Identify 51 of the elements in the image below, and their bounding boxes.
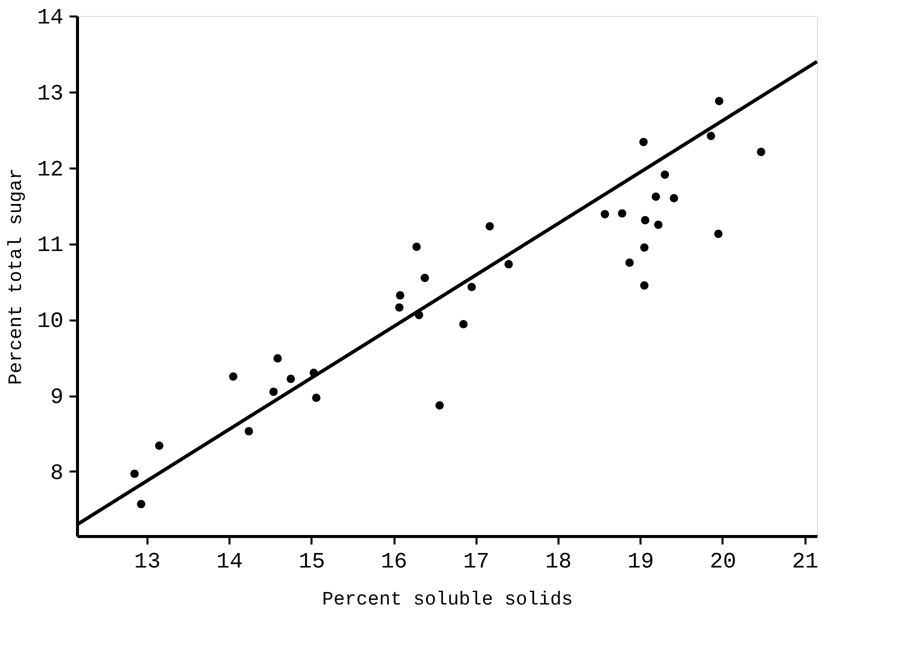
point (660, 170, 670, 179)
x-tick-label: 19 (628, 550, 654, 574)
point (286, 374, 295, 384)
point (130, 470, 139, 478)
point (136, 500, 146, 508)
point (486, 222, 494, 230)
y-tick-label: 9 (50, 385, 64, 410)
point (714, 96, 724, 106)
point (714, 230, 723, 238)
x-tick-label: 14 (216, 550, 243, 574)
point (640, 216, 650, 224)
x-tick-label: 21 (792, 550, 818, 574)
point (312, 394, 320, 402)
y-tick-label: 13 (37, 81, 64, 106)
point (273, 354, 282, 363)
y-tick-label: 10 (37, 309, 64, 334)
point (229, 372, 238, 381)
y-tick-label: 8 (50, 460, 64, 486)
y-tick-label: 12 (37, 157, 64, 182)
point (396, 291, 404, 300)
y-axis-title: Percent total sugar (5, 168, 28, 385)
point (618, 209, 626, 218)
point (706, 132, 716, 140)
point (652, 192, 660, 201)
x-tick-label: 13 (134, 550, 161, 574)
x-tick-label: 18 (545, 550, 572, 574)
y-tick-label: 11 (37, 233, 64, 258)
point (395, 303, 404, 312)
x-tick-label: 20 (710, 550, 736, 574)
point (412, 242, 421, 251)
point (244, 427, 254, 436)
point (155, 441, 164, 450)
point (625, 258, 634, 267)
point (654, 220, 662, 229)
point (640, 281, 649, 290)
y-tick-label: 14 (37, 6, 64, 30)
x-axis-title: Percent soluble solids (322, 588, 573, 610)
point (420, 274, 429, 282)
point (269, 388, 278, 396)
x-tick-label: 16 (380, 550, 408, 574)
point (600, 210, 610, 218)
x-tick-label: 15 (298, 550, 326, 574)
point (504, 260, 513, 268)
point (467, 282, 476, 292)
point (756, 148, 766, 156)
point (640, 243, 649, 252)
x-tick-label: 17 (463, 550, 490, 574)
point (670, 194, 678, 202)
point (459, 320, 468, 328)
point (639, 138, 648, 146)
point (435, 401, 444, 410)
